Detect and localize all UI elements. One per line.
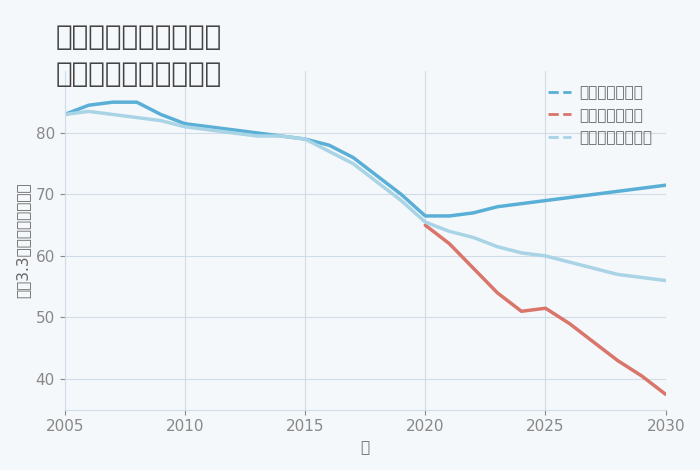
ノーマルシナリオ xyxy=(157,118,165,124)
ノーマルシナリオ xyxy=(517,250,526,256)
グッドシナリオ xyxy=(662,182,670,188)
ノーマルシナリオ xyxy=(638,274,646,280)
ノーマルシナリオ xyxy=(132,115,141,120)
バッドシナリオ xyxy=(613,358,622,363)
グッドシナリオ xyxy=(541,198,550,204)
バッドシナリオ xyxy=(517,308,526,314)
グッドシナリオ xyxy=(253,130,261,136)
ノーマルシナリオ xyxy=(373,179,382,185)
グッドシナリオ xyxy=(397,192,405,197)
Line: バッドシナリオ: バッドシナリオ xyxy=(426,225,666,394)
バッドシナリオ xyxy=(421,222,430,228)
ノーマルシナリオ xyxy=(204,127,213,133)
ノーマルシナリオ xyxy=(662,278,670,283)
ノーマルシナリオ xyxy=(181,124,189,130)
グッドシナリオ xyxy=(589,192,598,197)
グッドシナリオ xyxy=(229,127,237,133)
ノーマルシナリオ xyxy=(325,149,333,154)
グッドシナリオ xyxy=(181,121,189,126)
グッドシナリオ xyxy=(276,133,285,139)
ノーマルシナリオ xyxy=(613,272,622,277)
グッドシナリオ xyxy=(85,102,93,108)
ノーマルシナリオ xyxy=(589,266,598,271)
グッドシナリオ xyxy=(325,142,333,148)
Line: グッドシナリオ: グッドシナリオ xyxy=(64,102,666,216)
ノーマルシナリオ xyxy=(85,109,93,114)
バッドシナリオ xyxy=(541,306,550,311)
ノーマルシナリオ xyxy=(397,198,405,204)
グッドシナリオ xyxy=(494,204,502,210)
グッドシナリオ xyxy=(613,188,622,194)
バッドシナリオ xyxy=(445,241,454,246)
X-axis label: 年: 年 xyxy=(360,440,370,455)
グッドシナリオ xyxy=(349,155,357,160)
ノーマルシナリオ xyxy=(276,133,285,139)
グッドシナリオ xyxy=(301,136,309,142)
Y-axis label: 坪（3.3㎡）単価（万円）: 坪（3.3㎡）単価（万円） xyxy=(15,183,30,298)
バッドシナリオ xyxy=(662,392,670,397)
ノーマルシナリオ xyxy=(566,259,574,265)
バッドシナリオ xyxy=(638,373,646,379)
ノーマルシナリオ xyxy=(60,112,69,118)
ノーマルシナリオ xyxy=(541,253,550,259)
グッドシナリオ xyxy=(60,112,69,118)
ノーマルシナリオ xyxy=(494,244,502,250)
バッドシナリオ xyxy=(469,266,477,271)
ノーマルシナリオ xyxy=(349,161,357,166)
グッドシナリオ xyxy=(638,186,646,191)
ノーマルシナリオ xyxy=(421,219,430,225)
Text: 岐阜県大垣市直江町の
中古戸建ての価格推移: 岐阜県大垣市直江町の 中古戸建ての価格推移 xyxy=(56,24,223,88)
ノーマルシナリオ xyxy=(301,136,309,142)
バッドシナリオ xyxy=(494,290,502,296)
グッドシナリオ xyxy=(204,124,213,130)
グッドシナリオ xyxy=(566,195,574,200)
Line: ノーマルシナリオ: ノーマルシナリオ xyxy=(64,111,666,281)
グッドシナリオ xyxy=(445,213,454,219)
バッドシナリオ xyxy=(566,321,574,327)
グッドシナリオ xyxy=(421,213,430,219)
バッドシナリオ xyxy=(589,339,598,345)
グッドシナリオ xyxy=(108,99,117,105)
ノーマルシナリオ xyxy=(445,228,454,234)
ノーマルシナリオ xyxy=(108,112,117,118)
ノーマルシナリオ xyxy=(469,235,477,240)
グッドシナリオ xyxy=(373,173,382,179)
グッドシナリオ xyxy=(469,210,477,216)
ノーマルシナリオ xyxy=(253,133,261,139)
グッドシナリオ xyxy=(157,112,165,118)
Legend: グッドシナリオ, バッドシナリオ, ノーマルシナリオ: グッドシナリオ, バッドシナリオ, ノーマルシナリオ xyxy=(542,79,658,151)
グッドシナリオ xyxy=(132,99,141,105)
ノーマルシナリオ xyxy=(229,130,237,136)
グッドシナリオ xyxy=(517,201,526,206)
